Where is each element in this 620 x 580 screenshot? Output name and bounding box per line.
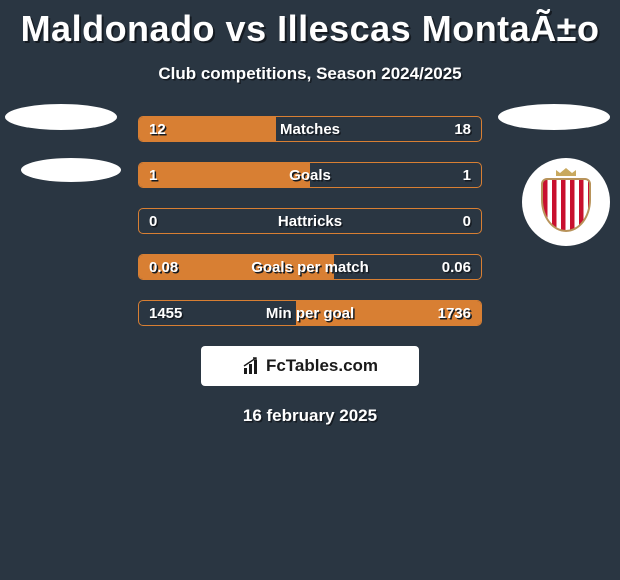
stat-row-min-per-goal: 1455 Min per goal 1736 <box>138 300 482 326</box>
brand-label: FcTables.com <box>266 356 378 376</box>
stat-row-goals: 1 Goals 1 <box>138 162 482 188</box>
stat-label: Matches <box>280 121 340 138</box>
badge-inner <box>541 170 591 234</box>
stat-label: Goals per match <box>251 259 369 276</box>
chart-icon <box>242 356 262 376</box>
stat-label: Goals <box>289 167 331 184</box>
stat-right-value: 1736 <box>438 305 471 322</box>
stat-bars-container: 12 Matches 18 1 Goals 1 0 Hattricks 0 0.… <box>138 116 482 326</box>
placeholder-ellipse <box>5 104 117 130</box>
stats-area: 12 Matches 18 1 Goals 1 0 Hattricks 0 0.… <box>0 116 620 326</box>
stat-right-value: 1 <box>463 167 471 184</box>
stat-row-goals-per-match: 0.08 Goals per match 0.06 <box>138 254 482 280</box>
placeholder-ellipse <box>498 104 610 130</box>
left-placeholder-shapes <box>5 104 121 210</box>
right-placeholder-shape <box>498 104 610 130</box>
placeholder-ellipse <box>21 158 121 182</box>
stat-right-value: 0.06 <box>442 259 471 276</box>
stat-left-value: 0.08 <box>149 259 178 276</box>
stat-left-value: 1 <box>149 167 157 184</box>
stat-fill-left <box>139 163 310 187</box>
shield-icon <box>541 178 591 232</box>
season-subtitle: Club competitions, Season 2024/2025 <box>0 64 620 84</box>
crown-icon <box>554 166 578 178</box>
snapshot-date: 16 february 2025 <box>0 406 620 426</box>
club-badge <box>522 158 610 246</box>
stat-left-value: 1455 <box>149 305 182 322</box>
stat-right-value: 0 <box>463 213 471 230</box>
stat-right-value: 18 <box>454 121 471 138</box>
comparison-title: Maldonado vs Illescas MontaÃ±o <box>0 0 620 50</box>
stat-row-matches: 12 Matches 18 <box>138 116 482 142</box>
stat-label: Min per goal <box>266 305 354 322</box>
stat-label: Hattricks <box>278 213 342 230</box>
stat-row-hattricks: 0 Hattricks 0 <box>138 208 482 234</box>
brand-box: FcTables.com <box>201 346 419 386</box>
stat-left-value: 0 <box>149 213 157 230</box>
stat-left-value: 12 <box>149 121 166 138</box>
